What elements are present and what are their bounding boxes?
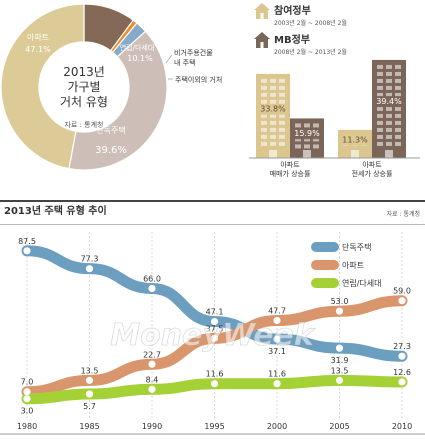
slice-label-rowhouse: 연립/다세대 — [120, 43, 155, 52]
x-tick-label: 2010 — [392, 422, 412, 431]
legend-participatory: 참여정부 2003년 2월 ~ 2008년 2월 — [254, 3, 347, 27]
donut-title: 2013년 가구별 거처 유형 — [60, 65, 108, 109]
house-icon — [254, 3, 270, 19]
point-0-6 — [398, 352, 406, 360]
bar-category-1-line1: 아파트 — [362, 160, 382, 169]
donut-title-line: 거처 유형 — [60, 95, 108, 109]
legend-participatory-period: 2003년 2월 ~ 2008년 2월 — [274, 19, 347, 27]
slice-label-nonresidential-2: 내 주택 — [174, 58, 196, 67]
slice-label-detached: 단독주택 — [96, 125, 125, 135]
point-2-5 — [335, 376, 344, 384]
donut-slice-1 — [68, 30, 168, 171]
point-label-2-6: 12.6 — [393, 368, 411, 377]
slice-value-detached: 39.6% — [95, 145, 127, 156]
point-label-0-3: 47.1 — [206, 308, 224, 317]
point-label-1-3: 37.5 — [206, 324, 224, 333]
point-label-1-6: 59.0 — [393, 287, 411, 296]
point-label-1-0: 7.0 — [21, 378, 34, 387]
point-2-6 — [398, 378, 406, 386]
bar-category-1-line2: 전세가 상승률 — [352, 169, 393, 178]
bar-chart: 33.8% 15.9% 11.3% 39.4% — [256, 59, 406, 159]
donut-source: 자료 : 통계청 — [64, 120, 103, 129]
point-label-1-4: 47.7 — [268, 306, 286, 315]
section-sub-rule — [0, 224, 425, 225]
point-label-2-0: 3.0 — [21, 407, 34, 416]
point-1-5 — [335, 307, 344, 315]
point-label-0-6: 27.3 — [393, 342, 411, 351]
bar-category-0-line1: 아파트 — [280, 160, 300, 169]
point-0-2 — [148, 284, 156, 293]
legend-label-1: 아파트 — [342, 260, 364, 270]
slice-label-nonresidential-1: 비거주용건물 — [174, 48, 213, 57]
x-tick-label: 2005 — [329, 422, 349, 431]
bar-label-0-0: 33.8% — [260, 105, 286, 114]
point-label-2-4: 11.6 — [268, 370, 286, 379]
donut-title-line: 가구별 — [67, 80, 100, 94]
point-label-0-0: 87.5 — [18, 237, 36, 246]
point-label-1-2: 22.7 — [143, 350, 161, 359]
point-1-2 — [148, 360, 156, 368]
point-1-4 — [273, 316, 281, 325]
point-0-5 — [335, 344, 344, 352]
watermark: MoneyWeek — [110, 318, 316, 353]
point-label-0-1: 77.3 — [81, 255, 99, 264]
slice-label-apartment: 아파트 — [27, 32, 49, 42]
point-label-2-3: 11.6 — [206, 370, 224, 379]
legend-label-0: 단독주택 — [342, 242, 371, 252]
house-icon — [254, 32, 270, 48]
point-label-1-5: 53.0 — [331, 297, 349, 306]
donut-title-line: 2013년 — [63, 65, 105, 79]
legend-label-2: 연립/다세대 — [342, 279, 382, 288]
slice-value-apartment: 47.1% — [25, 45, 51, 54]
slice-value-rowhouse: 10.1% — [127, 54, 153, 63]
point-label-0-2: 66.0 — [143, 274, 161, 283]
point-label-0-4: 37.1 — [268, 347, 286, 356]
point-0-3 — [210, 317, 219, 326]
legend-mb: MB정부 2008년 2월 ~ 2013년 2월 — [254, 32, 347, 56]
point-2-3 — [210, 380, 219, 388]
point-label-2-2: 8.4 — [146, 375, 159, 384]
legend-participatory-name: 참여정부 — [274, 4, 311, 17]
point-1-0 — [23, 388, 31, 396]
point-2-0 — [23, 395, 31, 403]
point-0-4 — [273, 335, 281, 343]
point-1-3 — [210, 334, 219, 342]
donut-center-title: 2013년 가구별 거처 유형 — [60, 65, 108, 109]
point-0-1 — [85, 265, 94, 273]
x-tick-label: 1980 — [17, 422, 37, 431]
point-label-0-5: 31.9 — [331, 356, 349, 365]
donut-chart — [0, 3, 168, 171]
point-0-0 — [23, 247, 31, 255]
point-label-1-1: 13.5 — [81, 366, 99, 375]
point-label-2-1: 5.7 — [83, 402, 96, 411]
point-2-2 — [148, 385, 156, 393]
line-chart: 87.5 77.3 66.0 47.1 37.1 31.9 27.3 7.0 13.5 22.7 3… — [18, 237, 411, 416]
point-2-4 — [273, 380, 281, 388]
section-top-rule — [0, 200, 425, 202]
bar-label-1-1: 39.4% — [376, 97, 402, 106]
point-2-1 — [85, 390, 94, 398]
line-chart-source: 자료 : 통계청 — [387, 210, 420, 218]
bar-label-1-0: 15.9% — [294, 129, 320, 138]
legend-mb-period: 2008년 2월 ~ 2013년 2월 — [274, 48, 347, 56]
bar-label-0-1: 11.3% — [342, 136, 368, 145]
legend-mb-name: MB정부 — [274, 33, 310, 46]
line-chart-title: 2013년 주택 유형 추이 — [4, 204, 107, 217]
x-tick-label: 1995 — [204, 422, 224, 431]
x-tick-label: 1985 — [79, 422, 99, 431]
slice-label-other: 주택이외의 거처 — [175, 75, 222, 84]
donut-slice-0 — [0, 3, 85, 170]
x-tick-label: 1990 — [142, 422, 162, 431]
bar-category-0-line2: 매매가 상승률 — [270, 169, 311, 178]
point-label-2-5: 13.5 — [331, 366, 349, 375]
point-1-6 — [398, 297, 406, 305]
point-1-1 — [85, 376, 94, 384]
x-tick-label: 2000 — [267, 422, 287, 431]
